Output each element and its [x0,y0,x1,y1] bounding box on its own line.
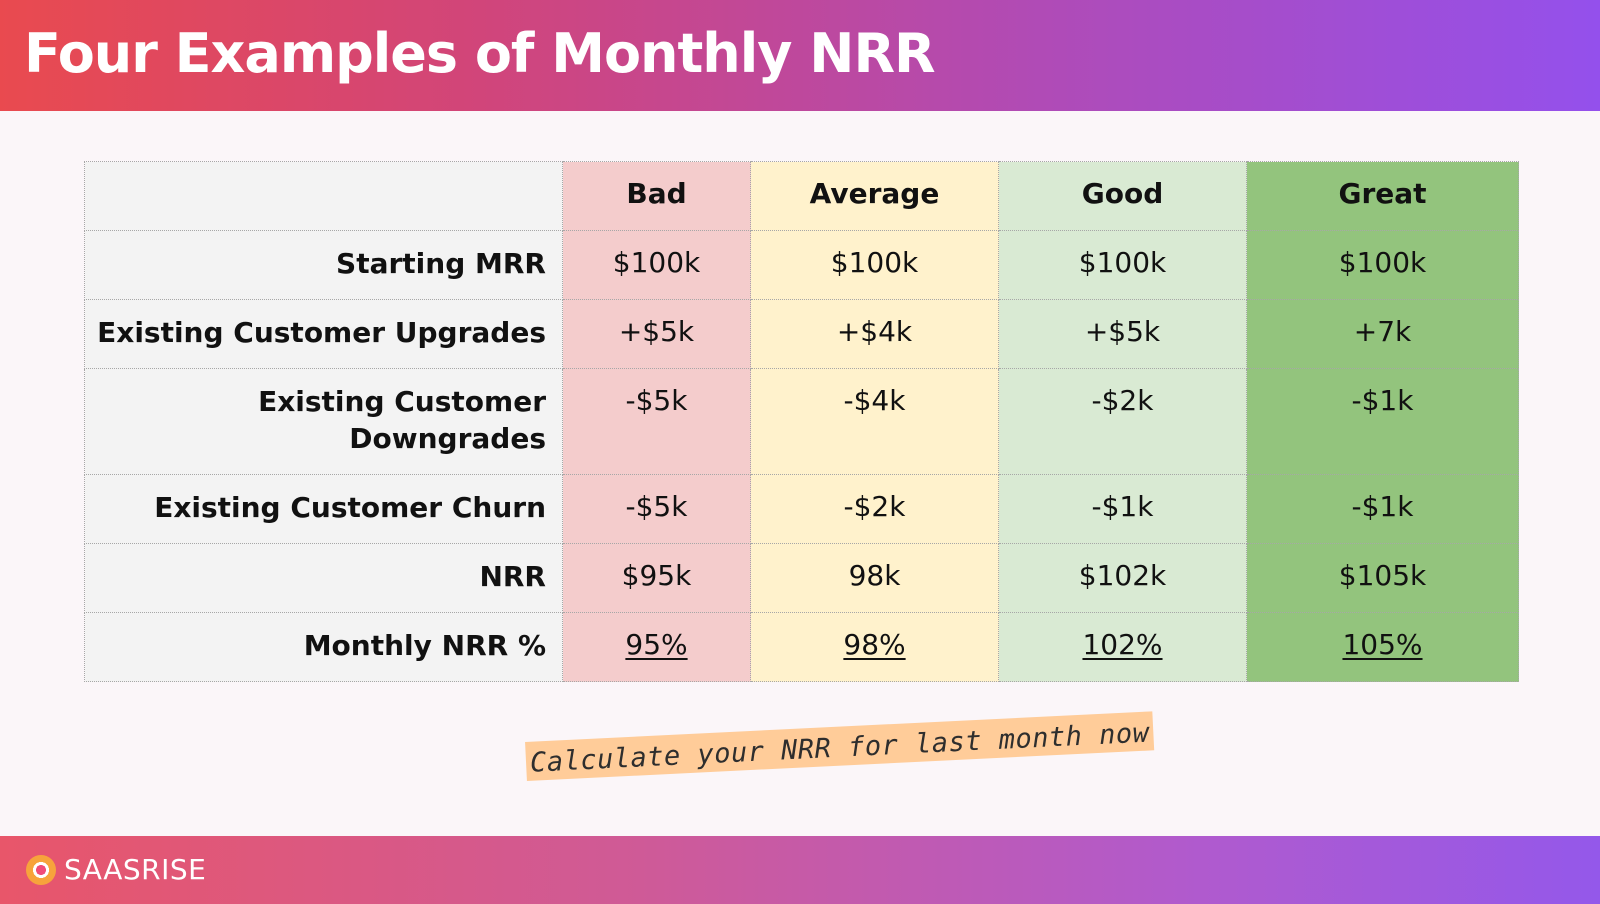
table-row: NRR $95k 98k $102k $105k [84,543,1519,613]
table-cell: -$4k [750,368,999,475]
table-cell: -$1k [1246,368,1519,475]
table-cell: $102k [998,543,1247,613]
table-cell: -$2k [750,474,999,544]
table-cell: 98k [750,543,999,613]
saasrise-logo[interactable]: SAASRISE [26,853,206,886]
header-banner: Four Examples of Monthly NRR [0,0,1600,111]
column-header-good: Good [998,161,1247,231]
table-cell: +$5k [998,299,1247,369]
column-header-great: Great [1246,161,1519,231]
table-cell: -$1k [998,474,1247,544]
column-header-average: Average [750,161,999,231]
table-cell: +$4k [750,299,999,369]
footer-banner: SAASRISE [0,836,1600,904]
calculate-nrr-link[interactable]: Calculate your NRR for last month now [525,711,1155,781]
row-label-starting-mrr: Starting MRR [84,230,563,300]
row-label-nrr: NRR [84,543,563,613]
table-cell: 98% [750,612,999,682]
table-cell: 102% [998,612,1247,682]
row-label-monthly-nrr-pct: Monthly NRR % [84,612,563,682]
table-header-row: Bad Average Good Great [84,161,1519,231]
table-row: Monthly NRR % 95% 98% 102% 105% [84,612,1519,682]
page-title: Four Examples of Monthly NRR [24,22,936,85]
table-cell: -$5k [562,368,751,475]
saasrise-logo-icon [26,854,56,885]
table-cell: 105% [1246,612,1519,682]
table-cell: +$5k [562,299,751,369]
table-row: Starting MRR $100k $100k $100k $100k [84,230,1519,300]
nrr-pct-average: 98% [843,628,906,661]
table-cell: +7k [1246,299,1519,369]
column-header-bad: Bad [562,161,751,231]
nrr-pct-good: 102% [1082,628,1163,661]
logo-text: SAASRISE [64,853,207,886]
table-cell: $100k [750,230,999,300]
nrr-examples-table: Bad Average Good Great Starting MRR $100… [84,161,1519,682]
row-label-churn: Existing Customer Churn [84,474,563,544]
table-cell: -$5k [562,474,751,544]
nrr-pct-great: 105% [1342,628,1423,661]
table-cell: $100k [1246,230,1519,300]
table-cell: $100k [562,230,751,300]
table-row: Existing Customer Upgrades +$5k +$4k +$5… [84,299,1519,369]
table-cell: $105k [1246,543,1519,613]
table-row: Existing Customer Downgrades -$5k -$4k -… [84,368,1519,475]
table-row: Existing Customer Churn -$5k -$2k -$1k -… [84,474,1519,544]
table-cell: $100k [998,230,1247,300]
nrr-pct-bad: 95% [625,628,688,661]
row-label-downgrades: Existing Customer Downgrades [84,368,563,475]
row-label-upgrades: Existing Customer Upgrades [84,299,563,369]
table-cell: -$2k [998,368,1247,475]
table-cell: -$1k [1246,474,1519,544]
table-cell: $95k [562,543,751,613]
header-corner-cell [84,161,563,231]
table-cell: 95% [562,612,751,682]
